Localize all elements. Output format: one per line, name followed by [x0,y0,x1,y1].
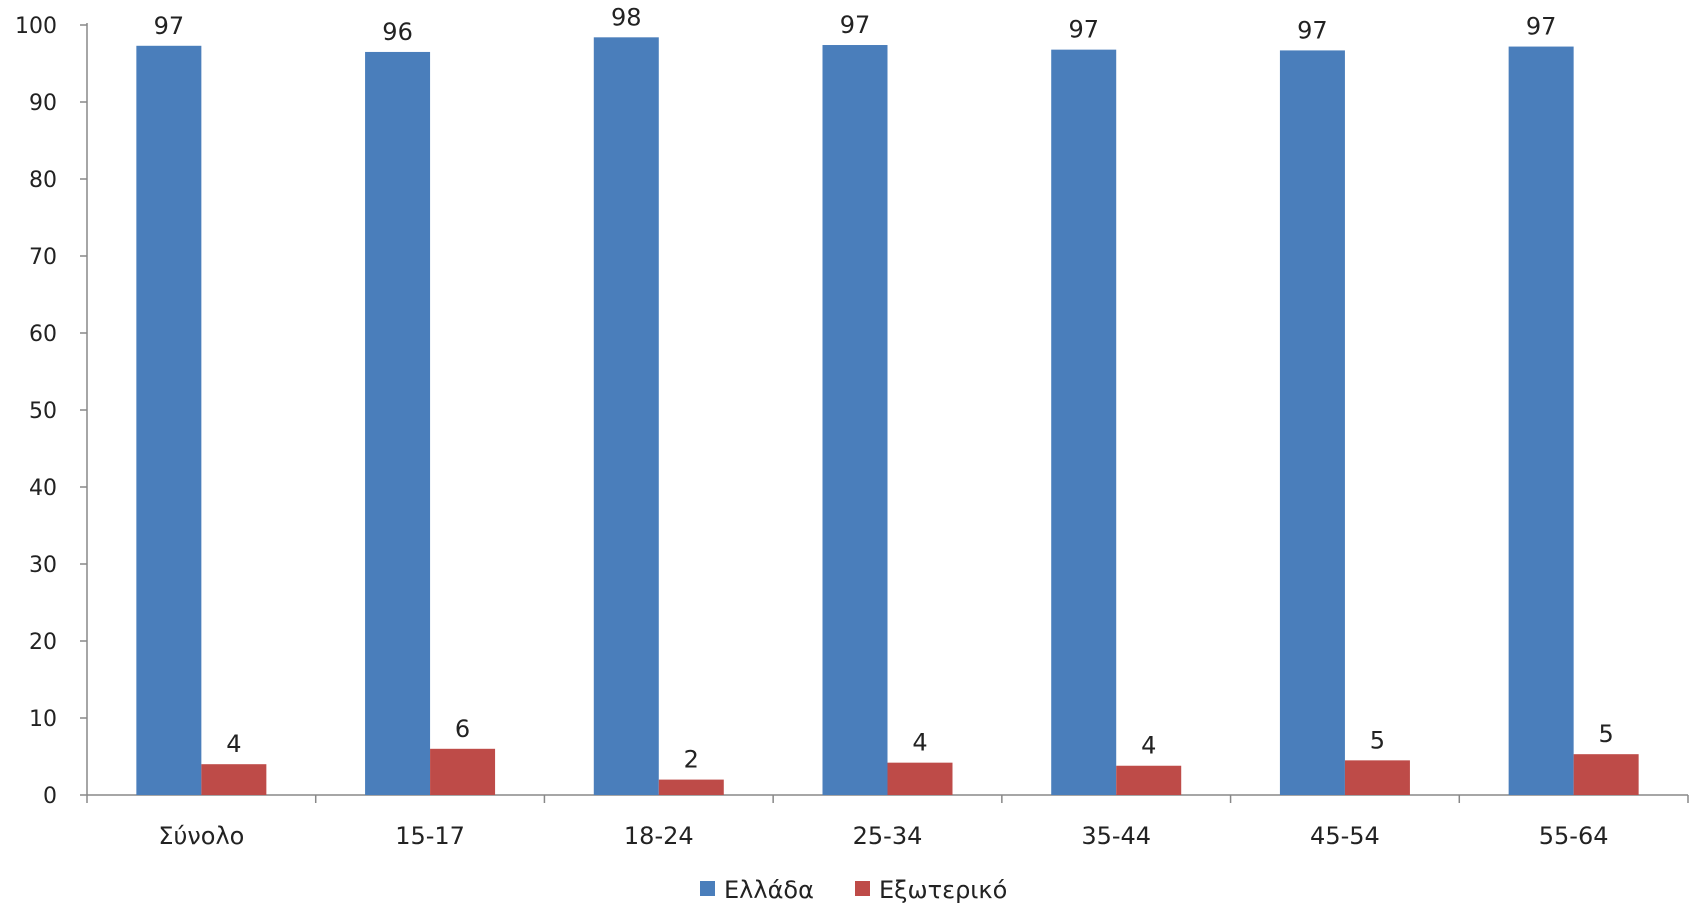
data-label: 97 [1297,16,1328,44]
legend-label: Εξωτερικό [879,876,1007,904]
x-category-label: 25-34 [853,822,923,850]
bar-exoteriko [1344,760,1410,795]
bar-ellada [1279,50,1345,796]
y-tick-label: 50 [29,399,57,424]
y-tick-label: 80 [29,168,57,193]
bar-ellada [593,37,659,795]
data-label: 4 [226,730,241,758]
data-label: 6 [455,715,470,743]
x-category-label: 55-64 [1539,822,1609,850]
legend-label: Ελλάδα [724,876,814,904]
y-tick-label: 100 [15,14,57,39]
data-labels: 97 96 98 97 97 97 97 4 6 2 4 4 5 5 [154,3,1614,773]
data-label: 98 [611,3,642,31]
y-tick-label: 60 [29,322,57,347]
bar-exoteriko [430,748,496,795]
bar-exoteriko [887,762,953,795]
x-category-label: 35-44 [1081,822,1151,850]
x-category-label: Σύνολο [158,822,244,850]
x-category-label: 18-24 [624,822,694,850]
bar-ellada [1051,49,1117,795]
bar-ellada [365,51,431,795]
bar-exoteriko [1116,765,1182,795]
data-label: 97 [840,11,871,39]
y-axis: 0 10 20 30 40 50 60 70 80 90 100 [15,14,88,809]
data-label: 5 [1599,720,1614,748]
bar-ellada [822,45,888,795]
data-label: 4 [1141,732,1156,760]
y-tick-label: 10 [29,707,57,732]
bar-exoteriko [201,764,267,795]
y-tick-label: 20 [29,630,57,655]
data-label: 4 [912,729,927,757]
data-label: 97 [154,12,185,40]
bar-exoteriko [1573,754,1639,795]
data-label: 97 [1526,13,1557,41]
bars [136,37,1639,796]
y-tick-label: 0 [43,784,57,809]
y-tick-label: 30 [29,553,57,578]
bar-ellada [136,45,202,796]
data-label: 2 [684,746,699,774]
x-category-label: 45-54 [1310,822,1380,850]
x-axis: Σύνολο 15-17 18-24 25-34 35-44 45-54 55-64 [86,794,1689,850]
y-tick-label: 40 [29,476,57,501]
x-category-label: 15-17 [395,822,465,850]
legend-swatch [855,881,870,896]
bar-exoteriko [658,779,724,795]
bar-ellada [1508,46,1574,796]
data-label: 97 [1068,16,1099,44]
y-tick-label: 70 [29,245,57,270]
legend-swatch [700,881,715,896]
data-label: 96 [382,18,413,46]
data-label: 5 [1370,726,1385,754]
y-tick-label: 90 [29,91,57,116]
legend: Ελλάδα Εξωτερικό [700,876,1007,904]
